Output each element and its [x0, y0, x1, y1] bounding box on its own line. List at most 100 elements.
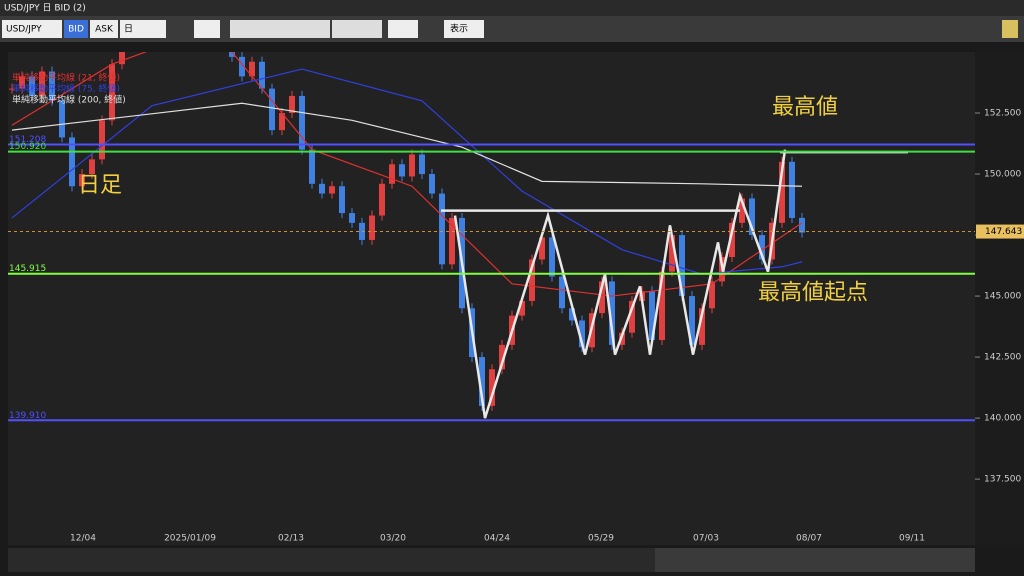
candle-body [379, 183, 385, 216]
candle-body [99, 120, 105, 160]
candle-body [49, 71, 55, 101]
symbol-select[interactable] [2, 20, 62, 38]
settings-button[interactable] [1002, 20, 1018, 38]
candle-body [369, 215, 375, 240]
candle-body [699, 308, 705, 345]
legend-entry: 単純移動平均線 (200, 終値) [12, 94, 126, 106]
overview-window[interactable] [655, 548, 975, 572]
candle-body [69, 137, 75, 187]
candle-body [669, 235, 675, 272]
candle-body [239, 56, 245, 77]
y-tick-label: 140.000 [984, 414, 1021, 424]
pattern-line [453, 149, 787, 419]
candle-body [289, 95, 295, 114]
annotation: 最高値 [772, 95, 838, 120]
candle-body [609, 281, 615, 345]
level-label: 139.910 [9, 411, 46, 421]
candle-body [269, 88, 275, 131]
moving-average [11, 52, 803, 297]
candle-body [489, 369, 495, 406]
candle-body [789, 161, 795, 218]
candle-body [119, 52, 125, 65]
candle-body [249, 61, 255, 77]
legend-entry: 単純移動平均線 (75, 終値) [12, 83, 120, 95]
candle-body [419, 154, 425, 175]
symbol: USD/JPY [6, 25, 42, 35]
zoom-buttons[interactable] [230, 20, 330, 38]
level-label: 150.920 [9, 142, 46, 152]
candle-body [439, 193, 445, 265]
candle-body [549, 237, 555, 277]
draw-buttons[interactable] [332, 20, 382, 38]
candle-body [389, 164, 395, 184]
x-tick-label: 04/24 [484, 534, 510, 544]
view-button[interactable] [444, 20, 484, 38]
candle-body [779, 161, 785, 223]
ask-label: ASK [95, 25, 114, 35]
ask-button[interactable] [90, 20, 118, 38]
plot-area [8, 52, 975, 545]
candle-body [29, 76, 35, 96]
candle-body [259, 61, 265, 89]
candle-body [9, 88, 15, 90]
candle-body [539, 237, 545, 260]
candle-body [709, 281, 715, 309]
bid-label: BID [68, 25, 84, 35]
current-price-label: 147.643 [985, 227, 1022, 237]
candle-body [559, 276, 565, 309]
period: 日 [124, 24, 133, 35]
candle-body [429, 174, 435, 194]
chart-type-button[interactable] [194, 20, 220, 38]
candle-body [309, 149, 315, 184]
x-tick-label: 2025/01/09 [164, 534, 216, 544]
candle-body [799, 217, 805, 233]
candle-body [409, 154, 415, 177]
candle-body [59, 100, 65, 138]
legend-entry: 単純移動平均線 (21, 終値) [12, 72, 120, 84]
candle-body [569, 308, 575, 321]
window-title: USD/JPY 日 BID (2) [4, 3, 86, 14]
candle-body [479, 357, 485, 406]
candle-body [759, 235, 765, 260]
candle-body [659, 271, 665, 340]
candle-body [649, 291, 655, 340]
x-tick-label: 12/04 [70, 534, 96, 544]
candle-body [319, 183, 325, 194]
bid-button[interactable] [64, 20, 88, 38]
x-tick-label: 09/11 [899, 534, 925, 544]
toolbar [0, 16, 1024, 42]
candle-body [19, 76, 25, 89]
candle-body [449, 217, 455, 265]
y-tick-label: 142.500 [984, 353, 1021, 363]
candle-body [689, 296, 695, 345]
candle-body [349, 213, 355, 223]
x-tick-label: 05/29 [588, 534, 614, 544]
candle-body [329, 186, 335, 194]
candle-body [729, 222, 735, 258]
y-tick-label: 152.500 [984, 109, 1021, 119]
candle-body [629, 300, 635, 333]
x-tick-label: 03/20 [380, 534, 406, 544]
candle-body [749, 198, 755, 236]
view-label: 表示 [450, 23, 468, 35]
annotation: 最高値起点 [758, 281, 868, 306]
candle-body [519, 300, 525, 316]
y-tick-label: 145.000 [984, 292, 1021, 302]
candle-body [739, 198, 745, 223]
y-tick-label: 150.000 [984, 170, 1021, 180]
price-axis [975, 52, 1024, 545]
annotation: 日足 [78, 173, 122, 198]
pen-button[interactable] [388, 20, 418, 38]
candle-body [39, 71, 45, 96]
candle-body [399, 164, 405, 177]
period-select[interactable] [120, 20, 166, 38]
candle-body [599, 281, 605, 314]
x-tick-label: 02/13 [278, 534, 304, 544]
title-bar [0, 0, 1024, 16]
level-label: 151.208 [9, 135, 46, 145]
x-tick-label: 07/03 [693, 534, 719, 544]
current-price-badge [976, 224, 1024, 239]
candle-body [679, 235, 685, 297]
level-label: 145.915 [9, 264, 46, 274]
